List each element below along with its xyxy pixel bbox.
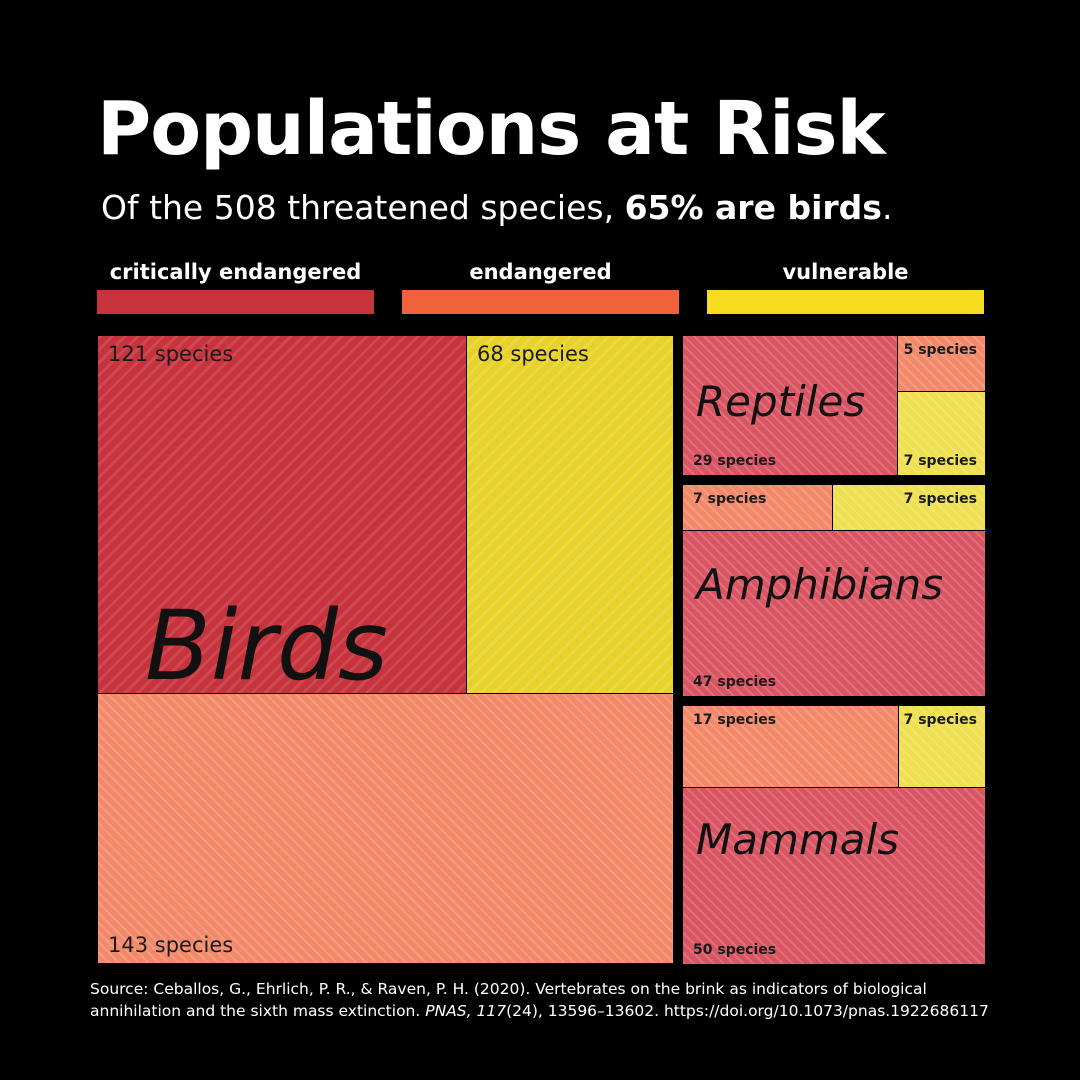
source-citation: Source: Ceballos, G., Ehrlich, P. R., & … [90,978,990,1022]
treemap-cell-amphibians-vu: 7 species [833,485,985,530]
treemap-cell-birds-vu: 68 species [467,336,673,693]
treemap-cell-mammals-cr: 50 species [683,788,985,964]
source-journal: PNAS, 117 [425,1002,507,1020]
treemap-cell-mammals-en: 17 species [683,706,898,787]
cell-value-label: 143 species [108,933,234,957]
legend-item-vulnerable: vulnerable [707,258,984,318]
treemap-cell-birds-cr: 121 species [98,336,466,693]
legend-swatch [97,290,374,314]
subtitle-highlight: 65% are birds [624,188,882,227]
cell-value-label: 68 species [477,342,589,366]
legend-item-critically-endangered: critically endangered [97,258,374,318]
treemap-cell-reptiles-en: 5 species [898,336,985,391]
source-text: Source: Ceballos, G., Ehrlich, P. R., & … [90,980,927,1020]
cell-value-label: 17 species [693,712,777,728]
subtitle-prefix: Of the 508 threatened species, [101,188,625,227]
cell-value-label: 7 species [903,491,977,507]
treemap-cell-reptiles-cr: 29 species [683,336,897,475]
source-details: (24), 13596–13602. https://doi.org/10.10… [506,1002,989,1020]
cell-value-label: 7 species [693,491,767,507]
treemap-cell-reptiles-vu: 7 species [898,392,985,475]
cell-value-label: 7 species [903,712,977,728]
cell-value-label: 7 species [903,453,977,469]
treemap-cell-amphibians-cr: 47 species [683,531,985,696]
subtitle-suffix: . [881,188,893,227]
chart-title: Populations at Risk [97,86,886,172]
treemap-cell-amphibians-en: 7 species [683,485,832,530]
legend-swatch [707,290,984,314]
cell-value-label: 50 species [693,942,777,958]
legend-item-endangered: endangered [402,258,679,318]
cell-value-label: 47 species [693,674,777,690]
legend-label: critically endangered [109,260,362,284]
legend-label: endangered [469,260,612,284]
treemap-cell-birds-en: 143 species [98,694,673,963]
legend-swatch [402,290,679,314]
cell-value-label: 29 species [693,453,777,469]
cell-value-label: 121 species [108,342,234,366]
cell-value-label: 5 species [903,342,977,358]
legend-label: vulnerable [782,260,909,284]
chart-subtitle: Of the 508 threatened species, 65% are b… [101,188,893,227]
treemap-cell-mammals-vu: 7 species [899,706,985,787]
